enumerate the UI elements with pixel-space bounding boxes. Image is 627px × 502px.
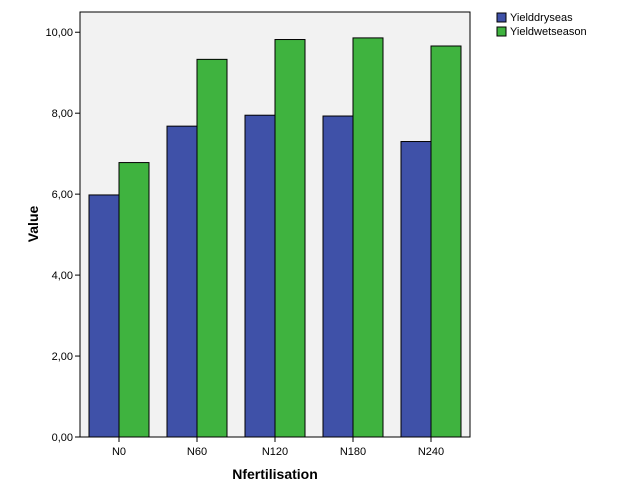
bar-yieldwetseason-n240: [430, 45, 462, 438]
legend: Yielddryseas Yieldwetseason: [496, 12, 587, 38]
bar-yielddryseas-n120: [244, 114, 276, 438]
x-axis-title: Nfertilisation: [232, 466, 318, 482]
legend-swatch-yielddryseas: [496, 12, 507, 23]
x-tick-label: N0: [112, 446, 126, 458]
y-tick-label: 6,00: [52, 189, 73, 201]
y-tick-label: 8,00: [52, 108, 73, 120]
bar-yieldwetseason-n0: [118, 162, 150, 438]
bar-yieldwetseason-n120: [274, 39, 306, 438]
y-tick-label: 10,00: [45, 27, 73, 39]
y-tick-label: 2,00: [52, 351, 73, 363]
bar-yielddryseas-n180: [322, 115, 354, 438]
legend-label-yielddryseas: Yielddryseas: [510, 12, 573, 24]
x-tick-label: N240: [418, 446, 444, 458]
x-tick-label: N120: [262, 446, 288, 458]
y-tick-label: 4,00: [52, 270, 73, 282]
bar-yieldwetseason-n60: [196, 58, 228, 438]
y-tick-label: 0,00: [52, 432, 73, 444]
bar-yielddryseas-n0: [88, 194, 120, 438]
x-tick-label: N180: [340, 446, 366, 458]
bar-yielddryseas-n60: [166, 125, 198, 438]
legend-label-yieldwetseason: Yieldwetseason: [510, 26, 587, 38]
bar-yieldwetseason-n180: [352, 37, 384, 438]
bar-yielddryseas-n240: [400, 141, 432, 438]
x-tick-label: N60: [187, 446, 207, 458]
legend-swatch-yieldwetseason: [496, 26, 507, 37]
y-axis-title: Value: [25, 206, 41, 243]
